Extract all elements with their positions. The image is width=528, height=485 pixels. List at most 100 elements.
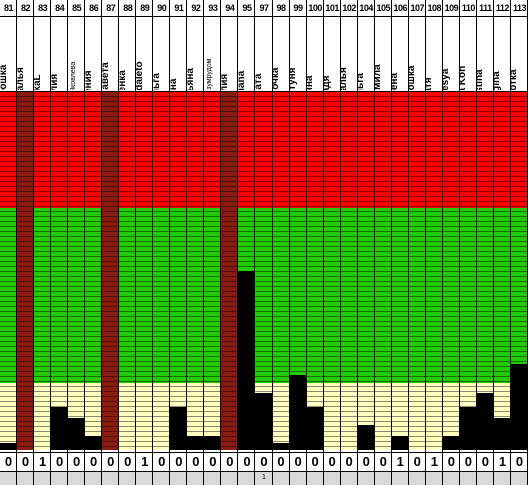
participant-name: Юлия	[51, 73, 60, 90]
participant-name: Людмила	[374, 64, 384, 90]
row-separator	[0, 471, 528, 472]
column-divider	[186, 0, 188, 485]
participant-name: Vsegdaleto	[136, 61, 145, 90]
zone-green	[425, 208, 443, 383]
participant-name: Regina	[493, 71, 503, 90]
zone-yellow	[0, 383, 18, 450]
zone-red	[442, 92, 460, 208]
column-113: 113 Анютка 0	[510, 0, 528, 485]
participant-name: Надюшка	[0, 64, 9, 90]
level-fill	[493, 417, 511, 450]
column-bar	[374, 92, 392, 450]
footer-cell	[374, 472, 392, 485]
zone-yellow	[340, 383, 358, 450]
zone-red	[459, 92, 477, 208]
bottom-value: 1	[430, 454, 438, 469]
footer-cell	[340, 472, 358, 485]
column-divider	[50, 0, 52, 485]
column-divider	[135, 0, 137, 485]
zone-red	[323, 92, 341, 208]
column-divider	[407, 0, 409, 485]
column-divider	[271, 0, 273, 485]
column-bar	[170, 92, 188, 450]
participant-name: Kristina	[476, 69, 486, 90]
footer-cell	[102, 472, 120, 485]
zone-red	[272, 92, 290, 208]
column-divider	[322, 0, 324, 485]
participant-name: Елизавета	[102, 62, 111, 90]
column-number: 113	[512, 3, 527, 13]
zone-yellow	[119, 383, 137, 450]
zone-green	[357, 208, 375, 383]
bottom-value: 0	[21, 454, 30, 469]
footer-cell	[204, 472, 222, 485]
column-91: 91 Яна 0	[170, 0, 188, 485]
column-number: 89	[140, 3, 150, 13]
column-number: 93	[208, 3, 218, 13]
zone-green	[306, 208, 324, 383]
bottom-value: 1	[396, 454, 404, 469]
column-divider	[67, 0, 69, 485]
column-number: 109	[444, 3, 459, 13]
column-name-wrap: Ольга Яковлева	[68, 16, 85, 90]
column-divider	[424, 0, 426, 485]
column-divider	[288, 0, 290, 485]
column-bar	[238, 92, 256, 450]
zone-red	[510, 92, 528, 208]
column-bar	[442, 92, 460, 450]
zone-green	[374, 208, 392, 383]
column-number: 82	[21, 3, 31, 13]
column-89: 89 Vsegdaleto 1	[136, 0, 154, 485]
column-number: 107	[410, 3, 425, 13]
column-bar	[357, 92, 375, 450]
column-number: 97	[259, 3, 269, 13]
column-111: 111 Kristina 0	[476, 0, 494, 485]
row-lines	[425, 92, 443, 450]
footer-cell	[459, 472, 477, 485]
zone-red	[51, 92, 69, 208]
row-lines	[272, 92, 290, 450]
footer-cell	[357, 472, 375, 485]
participant-name: Olga Kon	[459, 65, 469, 90]
bottom-value: 1	[141, 454, 149, 469]
zone-red	[493, 92, 511, 208]
zone-green	[136, 208, 154, 383]
row-lines	[136, 92, 154, 450]
participant-name: Ольга	[153, 73, 162, 90]
column-number: 87	[106, 3, 116, 13]
footer-cell	[323, 472, 341, 485]
column-110: 110 Olga Kon 0	[459, 0, 477, 485]
participant-name: Леночка	[272, 67, 282, 90]
column-divider	[492, 0, 494, 485]
column-divider	[84, 0, 86, 485]
column-105: 105 Людмила 0	[374, 0, 392, 485]
row-lines	[68, 92, 86, 450]
column-87: 87 Елизавета 0	[102, 0, 120, 485]
footer-cell	[425, 472, 443, 485]
column-divider	[16, 0, 18, 485]
bottom-value: 0	[379, 454, 387, 469]
bottom-value: 0	[209, 454, 217, 469]
column-number: 84	[55, 3, 65, 13]
column-name-wrap: Kristina	[477, 16, 494, 90]
column-name-wrap: Юлия	[51, 16, 68, 90]
column-94: 94 Юлия 0	[221, 0, 239, 485]
column-98: 98 Леночка 0	[272, 0, 290, 485]
column-name-wrap: NikaL	[34, 16, 51, 90]
column-108: 108 катя 1	[425, 0, 443, 485]
column-number: 95	[242, 3, 252, 13]
row-lines	[374, 92, 392, 450]
zone-red	[425, 92, 443, 208]
column-number: 100	[308, 3, 322, 13]
column-85: 85 Ольга Яковлева 0	[68, 0, 86, 485]
column-divider	[475, 0, 477, 485]
column-109: 109 O'Lesya 0	[442, 0, 460, 485]
zone-green	[204, 208, 222, 383]
zone-red	[34, 92, 52, 208]
row-separator	[0, 16, 528, 17]
footer-cell	[34, 472, 52, 485]
participant-name: Наталья	[17, 67, 26, 90]
participant-name: катя	[425, 77, 435, 90]
zone-red	[136, 92, 154, 208]
footer-cell	[493, 472, 511, 485]
